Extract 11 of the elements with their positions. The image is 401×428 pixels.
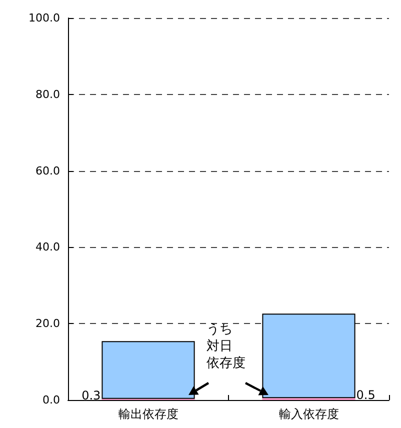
- y-tick-label: 80.0: [36, 88, 60, 101]
- x-tick-label: 輸入依存度: [278, 407, 339, 421]
- y-tick-label: 60.0: [36, 164, 60, 178]
- x-tick-label: 輸出依存度: [118, 407, 178, 421]
- y-tick-label: 20.0: [36, 317, 60, 330]
- y-tick-label: 40.0: [36, 240, 60, 254]
- data-label: 0.3: [82, 388, 101, 402]
- y-tick-label: 100.0: [28, 12, 60, 24]
- annotation: うち対日依存度: [206, 320, 246, 370]
- data-label: 0.5: [356, 388, 376, 402]
- y-tick-label: 0.0: [42, 394, 60, 406]
